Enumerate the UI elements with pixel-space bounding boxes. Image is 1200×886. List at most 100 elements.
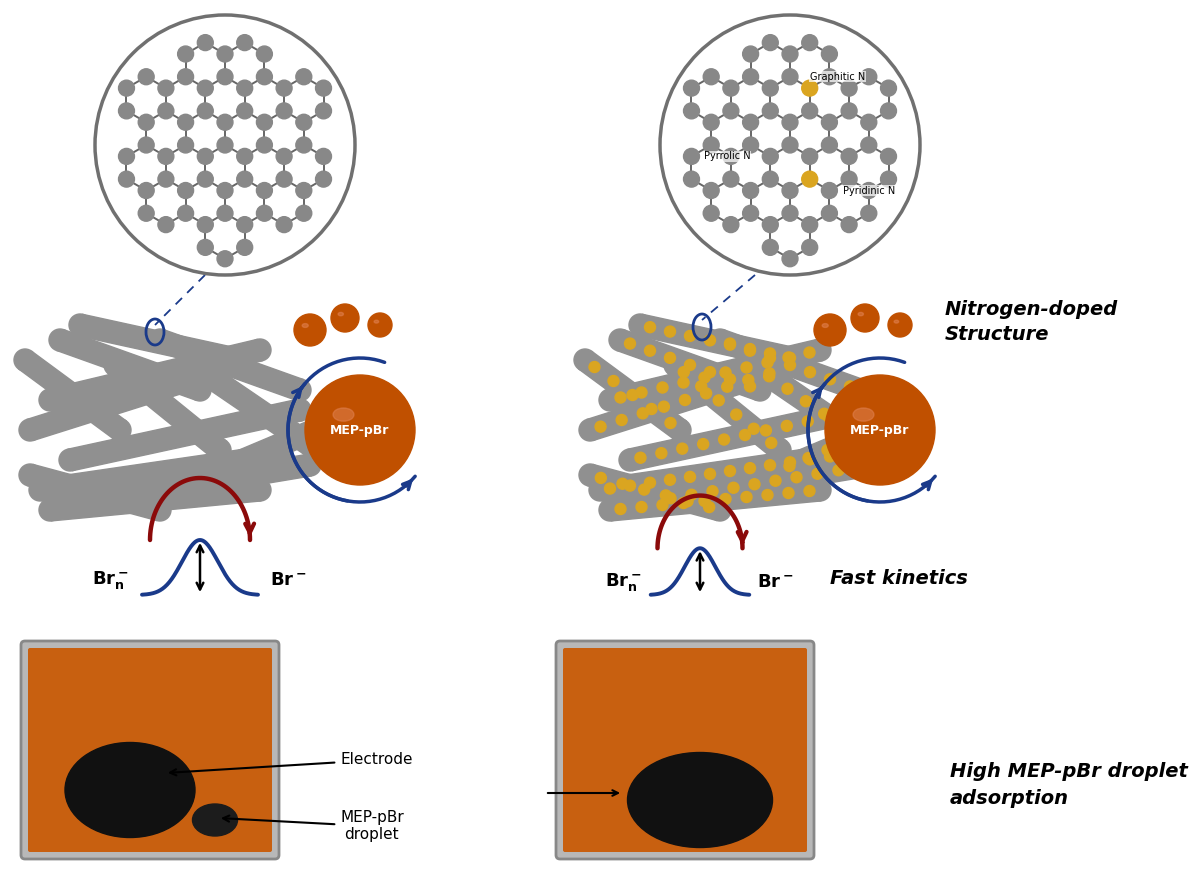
Ellipse shape	[302, 323, 308, 328]
Circle shape	[826, 375, 935, 485]
Ellipse shape	[858, 313, 864, 315]
Text: Graphitic N: Graphitic N	[810, 72, 865, 82]
Text: $\mathbf{Br^-}$: $\mathbf{Br^-}$	[270, 571, 306, 589]
Polygon shape	[48, 339, 263, 411]
Ellipse shape	[65, 742, 194, 837]
Circle shape	[859, 434, 881, 456]
Circle shape	[701, 388, 712, 399]
Polygon shape	[628, 400, 863, 470]
Circle shape	[257, 183, 272, 198]
Circle shape	[744, 346, 756, 356]
Circle shape	[881, 80, 896, 96]
Circle shape	[236, 35, 253, 51]
Circle shape	[704, 469, 715, 479]
Polygon shape	[754, 361, 876, 455]
Circle shape	[722, 217, 739, 233]
Circle shape	[138, 183, 154, 198]
Circle shape	[250, 479, 271, 501]
Circle shape	[331, 304, 359, 332]
Circle shape	[785, 457, 796, 468]
Circle shape	[802, 35, 817, 51]
Circle shape	[595, 421, 606, 432]
Circle shape	[854, 462, 865, 472]
Ellipse shape	[192, 804, 238, 836]
Circle shape	[722, 149, 739, 164]
Circle shape	[881, 149, 896, 164]
Circle shape	[782, 46, 798, 62]
Text: MEP-pBr
droplet: MEP-pBr droplet	[223, 810, 403, 843]
Circle shape	[589, 361, 600, 372]
Circle shape	[276, 103, 292, 119]
Circle shape	[294, 314, 326, 346]
Circle shape	[860, 69, 877, 85]
Text: Nitrogen-doped
Structure: Nitrogen-doped Structure	[946, 300, 1118, 344]
Circle shape	[659, 401, 670, 412]
Polygon shape	[617, 330, 763, 400]
Circle shape	[316, 149, 331, 164]
Circle shape	[158, 80, 174, 96]
Circle shape	[624, 338, 636, 349]
Polygon shape	[194, 361, 316, 455]
Circle shape	[665, 326, 676, 337]
Text: High MEP-pBr droplet
adsorption: High MEP-pBr droplet adsorption	[950, 762, 1188, 808]
Circle shape	[856, 433, 866, 444]
Circle shape	[119, 103, 134, 119]
Circle shape	[762, 357, 773, 368]
Circle shape	[851, 304, 878, 332]
Circle shape	[589, 479, 611, 501]
Circle shape	[703, 114, 719, 130]
Circle shape	[684, 360, 696, 370]
Circle shape	[845, 381, 856, 392]
Circle shape	[296, 69, 312, 85]
Polygon shape	[108, 356, 227, 459]
Ellipse shape	[374, 320, 379, 323]
Circle shape	[764, 353, 775, 363]
Circle shape	[803, 453, 814, 463]
Circle shape	[158, 217, 174, 233]
Circle shape	[684, 330, 696, 341]
Circle shape	[749, 478, 760, 490]
Circle shape	[19, 464, 41, 486]
Circle shape	[38, 499, 61, 521]
Circle shape	[841, 149, 857, 164]
Polygon shape	[38, 444, 282, 501]
Circle shape	[236, 217, 253, 233]
Circle shape	[104, 354, 126, 376]
Circle shape	[838, 421, 848, 431]
Circle shape	[217, 251, 233, 267]
Circle shape	[38, 389, 61, 411]
Circle shape	[804, 367, 816, 377]
Circle shape	[635, 452, 646, 463]
Circle shape	[749, 359, 772, 381]
Circle shape	[665, 353, 676, 363]
Circle shape	[829, 444, 851, 466]
Circle shape	[119, 171, 134, 187]
Circle shape	[190, 379, 211, 401]
Circle shape	[209, 459, 230, 481]
Polygon shape	[28, 464, 163, 521]
Circle shape	[236, 171, 253, 187]
Circle shape	[802, 80, 817, 96]
Circle shape	[296, 206, 312, 222]
Circle shape	[660, 490, 671, 501]
Circle shape	[744, 462, 756, 474]
Circle shape	[782, 137, 798, 153]
Circle shape	[859, 454, 881, 476]
Circle shape	[638, 484, 649, 495]
Circle shape	[269, 444, 292, 466]
Circle shape	[782, 69, 798, 85]
Circle shape	[599, 499, 622, 521]
Circle shape	[762, 171, 779, 187]
Circle shape	[197, 171, 214, 187]
Circle shape	[656, 447, 667, 459]
Circle shape	[178, 183, 193, 198]
Circle shape	[289, 379, 311, 401]
Circle shape	[658, 382, 668, 393]
Circle shape	[138, 114, 154, 130]
Circle shape	[664, 354, 686, 376]
Circle shape	[697, 439, 709, 449]
FancyBboxPatch shape	[22, 641, 278, 859]
Circle shape	[769, 359, 791, 381]
Circle shape	[646, 403, 658, 415]
Polygon shape	[587, 360, 784, 440]
